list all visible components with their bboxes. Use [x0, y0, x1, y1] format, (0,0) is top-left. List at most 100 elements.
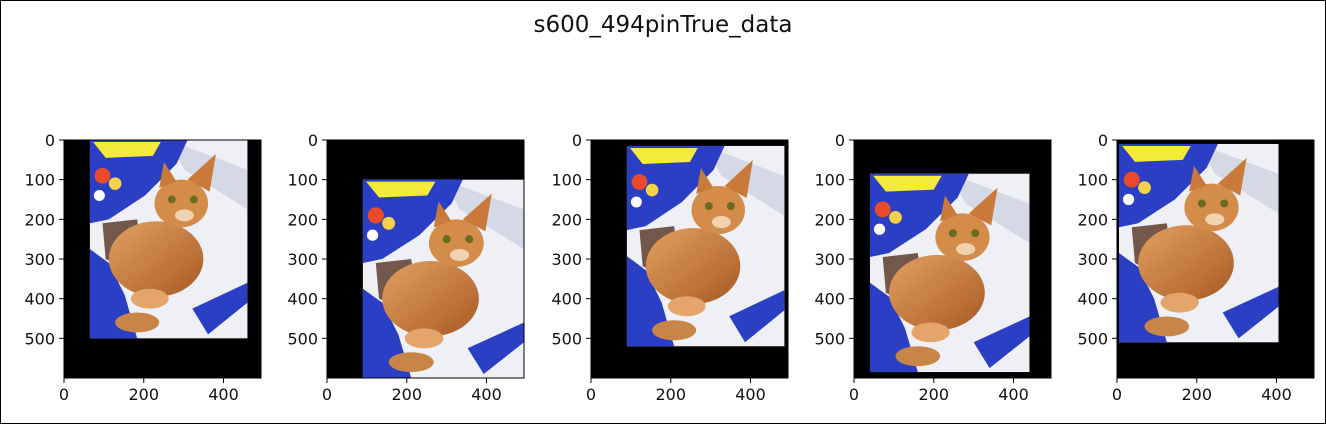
bag-spot: [366, 229, 379, 241]
x-tick-label: 0: [1112, 385, 1122, 404]
y-tick-label: 100: [814, 171, 845, 190]
y-tick-label: 100: [551, 171, 582, 190]
cat-body: [889, 255, 985, 331]
y-tick-label: 500: [551, 329, 582, 348]
cat-muzzle: [1205, 213, 1225, 226]
cat-ear: [940, 195, 958, 222]
image-panel-2: 0 100 200 300 400 500 0 200 400: [287, 131, 525, 404]
bag-spot: [93, 190, 105, 202]
cat-ear: [1189, 165, 1207, 192]
blue-bag: [1118, 143, 1218, 228]
cat-ear: [187, 153, 216, 192]
cat-eye: [726, 202, 735, 210]
y-tick-label: 200: [551, 210, 582, 229]
cat-eye: [189, 195, 198, 204]
y-tick-label: 200: [287, 210, 318, 229]
blue-bag: [89, 140, 188, 224]
y-tick-label: 400: [551, 290, 582, 309]
cat-head: [428, 219, 484, 267]
cat-eye: [1220, 199, 1229, 208]
y-tick-label: 300: [551, 250, 582, 269]
y-tick-label: 400: [1077, 290, 1108, 309]
x-tick-label: 200: [655, 385, 686, 404]
y-tick-label: 0: [835, 131, 845, 150]
cat-body: [382, 260, 479, 337]
x-tick-label: 0: [59, 385, 69, 404]
bag-spot: [889, 210, 902, 224]
image-panel-1: 0 100 200 300 400 500 0 200 400: [24, 131, 262, 404]
bag-spot: [645, 183, 659, 197]
cat-tail: [115, 312, 160, 333]
x-tick-label: 0: [322, 385, 332, 404]
bag-spot: [873, 223, 886, 235]
y-tick-label: 500: [1077, 329, 1108, 348]
image-panel-3: 0 100 200 300 400 500 0 200 400: [551, 131, 789, 404]
y-tick-label: 0: [45, 131, 55, 150]
y-tick-label: 200: [1077, 210, 1108, 229]
yellow-patch: [1122, 145, 1191, 162]
cat-body: [108, 221, 204, 297]
blue-strap: [1222, 286, 1279, 339]
cat-head: [935, 213, 990, 261]
cat-eye: [1197, 199, 1206, 208]
x-tick-label: 0: [849, 385, 859, 404]
cat-paw: [1160, 292, 1199, 313]
figure-title: s600_494pinTrue_data: [533, 12, 793, 38]
image-panel-5: 0 100 200 300 400 500 0 200 400: [1077, 131, 1315, 404]
y-tick-label: 500: [814, 329, 845, 348]
cat-paw: [130, 288, 169, 309]
bag-spot: [1122, 193, 1135, 206]
y-tick-label: 100: [24, 171, 55, 190]
y-tick-label: 0: [1098, 131, 1108, 150]
blue-strap: [973, 316, 1030, 369]
cat-head: [154, 179, 209, 228]
blue-strap: [192, 282, 248, 335]
x-tick-label: 200: [1181, 385, 1212, 404]
cat-ear: [724, 159, 753, 199]
cat-ear: [462, 193, 492, 232]
blue-bag: [362, 179, 463, 263]
cat-head: [1184, 183, 1239, 232]
y-tick-label: 500: [287, 329, 318, 348]
cat-ear: [696, 167, 714, 195]
y-tick-label: 100: [287, 171, 318, 190]
cat-ear: [968, 187, 998, 226]
bag-spot: [367, 207, 384, 224]
x-tick-label: 200: [391, 385, 422, 404]
x-tick-label: 400: [471, 385, 502, 404]
x-tick-label: 400: [208, 385, 239, 404]
bag-spot: [630, 196, 642, 208]
blue-bag: [626, 145, 725, 231]
cat-head: [691, 186, 746, 235]
bag-spot: [631, 174, 648, 190]
x-tick-label: 400: [998, 385, 1029, 404]
cat-muzzle: [956, 243, 976, 256]
x-tick-label: 400: [735, 385, 766, 404]
cat-eye: [948, 229, 957, 238]
y-tick-label: 300: [1077, 250, 1108, 269]
x-tick-label: 0: [586, 385, 596, 404]
yellow-patch: [873, 175, 942, 192]
y-tick-label: 300: [24, 250, 55, 269]
x-tick-label: 200: [918, 385, 949, 404]
x-tick-label: 200: [128, 385, 159, 404]
y-tick-label: 400: [24, 290, 55, 309]
y-tick-label: 300: [814, 250, 845, 269]
cat-tail: [1144, 316, 1190, 337]
blue-strap: [729, 290, 785, 343]
bag-spot: [1123, 171, 1140, 188]
cat-body: [645, 228, 741, 305]
cat-body: [1138, 225, 1234, 301]
cat-eye: [704, 202, 713, 210]
cat-ear: [1217, 157, 1247, 196]
y-tick-label: 0: [572, 131, 582, 150]
cat-eye: [971, 229, 980, 238]
yellow-patch: [93, 141, 161, 158]
cat-tail: [895, 346, 941, 367]
cat-ear: [159, 161, 177, 188]
cat-tail: [652, 320, 697, 341]
cat-eye: [167, 195, 176, 204]
yellow-patch: [366, 181, 436, 198]
y-tick-label: 400: [287, 290, 318, 309]
bag-spot: [382, 216, 396, 230]
